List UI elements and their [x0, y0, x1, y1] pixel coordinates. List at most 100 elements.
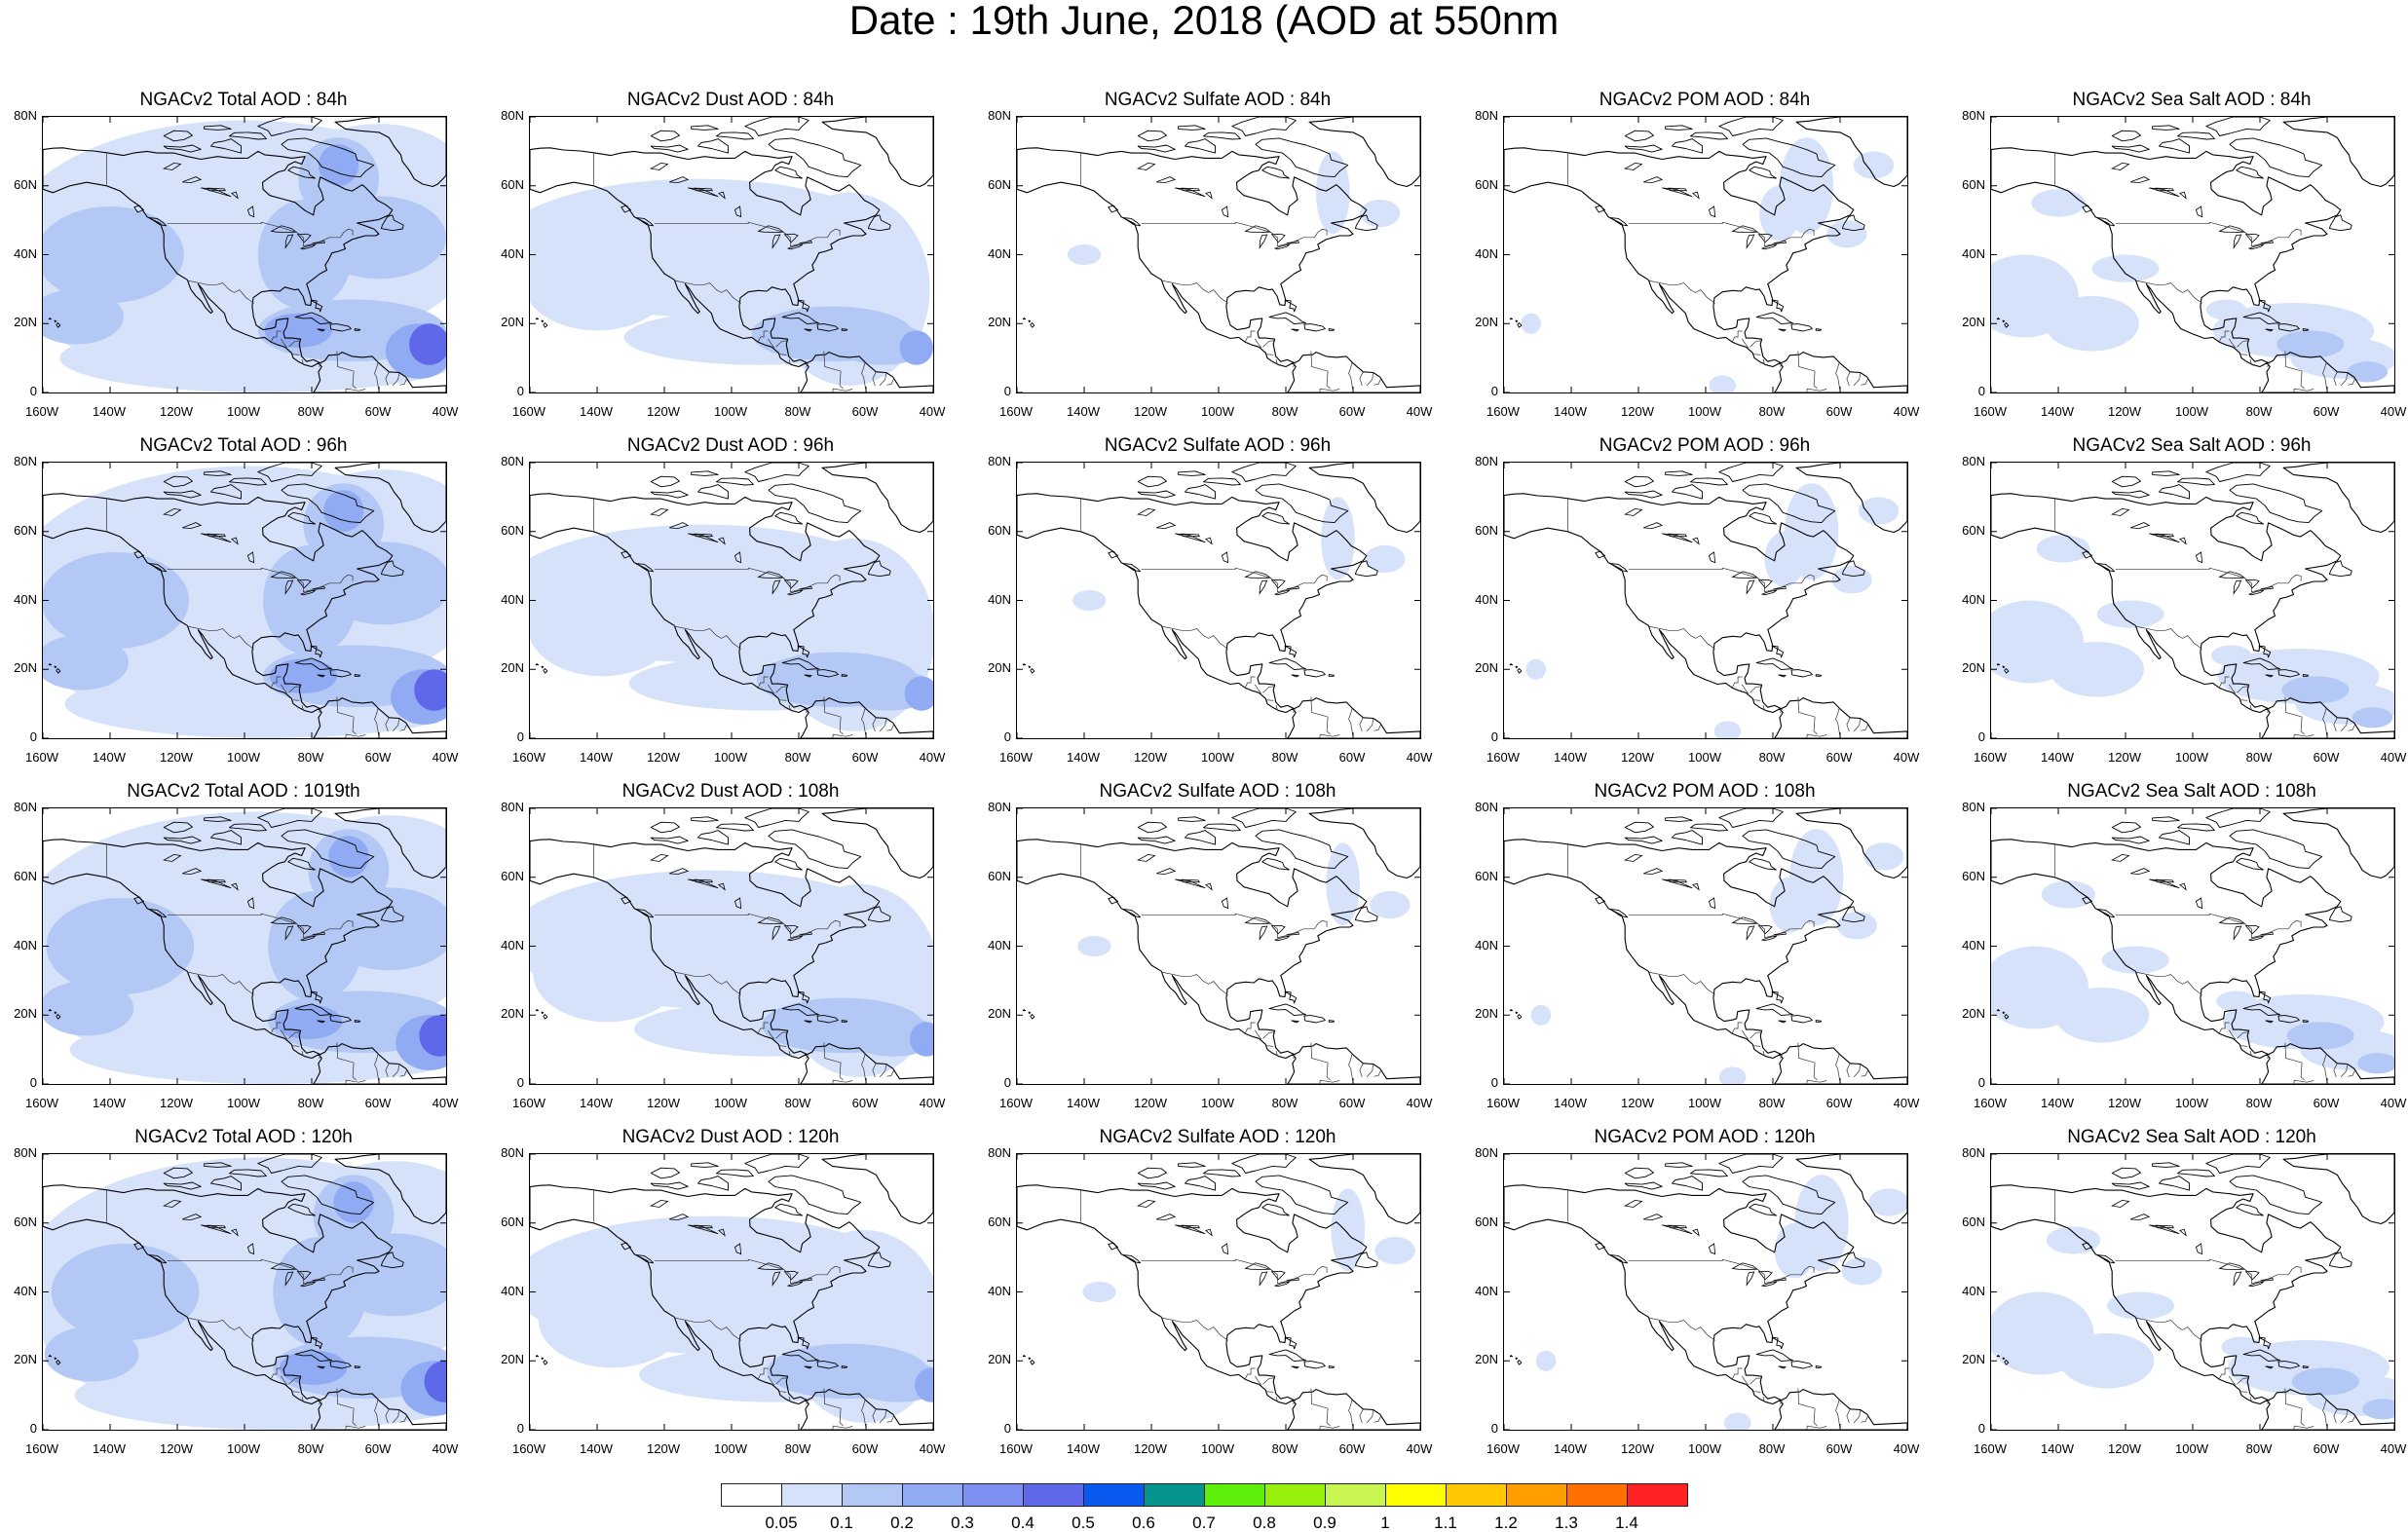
longitude-label: 100W — [1201, 750, 1234, 765]
coastline-island — [1137, 144, 1176, 153]
coastline-island — [2159, 830, 2190, 845]
political-border — [1366, 373, 1374, 387]
coastline-island — [317, 328, 325, 332]
political-border — [2333, 371, 2338, 387]
coastline-island — [1672, 138, 1703, 154]
lake-outline — [296, 1270, 312, 1281]
aod-map — [43, 808, 446, 1084]
lake-outline — [1708, 551, 1716, 564]
coastline-island — [1996, 663, 2001, 666]
political-border — [2229, 1029, 2237, 1040]
latitude-label: 60N — [1962, 176, 1985, 192]
coastline-island — [1178, 470, 1206, 476]
aod-region — [1774, 1222, 1816, 1279]
lake-outline — [231, 191, 239, 200]
coastline-island — [1022, 1009, 1027, 1012]
coastline-island — [1108, 1242, 1118, 1251]
longitude-label: 120W — [1621, 1096, 1654, 1110]
longitude-label: 120W — [1621, 750, 1654, 765]
aod-region — [909, 1022, 933, 1057]
political-border — [1255, 1375, 1262, 1386]
political-border — [832, 1079, 853, 1084]
longitude-label: 140W — [1067, 1096, 1100, 1110]
map-panel: NGACv2 Sulfate AOD : 120h 80N 60N 40N 20N 0 16… — [974, 1127, 1432, 1458]
latitude-label: 40N — [14, 937, 37, 953]
longitude-label: 80W — [297, 750, 324, 765]
aod-map — [1017, 463, 1420, 738]
political-border — [1319, 388, 1340, 392]
coastline-island — [2236, 1203, 2264, 1216]
coastline-island — [1185, 1176, 1216, 1191]
coastline-island — [1665, 1162, 1693, 1168]
coastline-island — [204, 470, 232, 476]
political-border — [319, 1054, 322, 1059]
aod-region — [2036, 535, 2090, 563]
coastline-island — [1203, 1169, 1241, 1177]
political-border — [186, 625, 254, 650]
coastline-island — [1178, 816, 1206, 822]
lake-outline — [1643, 522, 1664, 530]
coastline-island — [1255, 483, 1349, 524]
latitude-label: 0 — [29, 384, 37, 398]
coastline-greenland — [2282, 117, 2394, 188]
aod-region — [43, 288, 124, 345]
coastline-island — [1137, 490, 1176, 499]
longitude-label: 160W — [999, 750, 1033, 765]
political-border — [1731, 1367, 1743, 1380]
longitude-label: 60W — [1338, 750, 1366, 765]
map-frame — [1990, 116, 2395, 393]
political-border — [872, 1063, 877, 1078]
coastline-island — [1718, 463, 1784, 482]
political-border — [2267, 362, 2271, 367]
coastline-island — [2004, 322, 2010, 328]
longitude-label: 140W — [93, 1441, 126, 1456]
latitude-label: 80N — [1475, 108, 1498, 123]
map-frame — [529, 462, 934, 739]
coastline-island — [1609, 563, 1629, 573]
coastline-island — [1509, 1009, 1514, 1012]
aod-region — [43, 206, 184, 304]
page-title: Date : 19th June, 2018 (AOD at 550nm — [848, 0, 1560, 43]
political-border — [1310, 1388, 1331, 1427]
political-border — [757, 1367, 769, 1380]
coastline-island — [317, 674, 325, 678]
colorbar-label: 1 — [1380, 1513, 1390, 1532]
political-border — [832, 1425, 853, 1430]
political-border — [1628, 913, 1815, 939]
aod-region — [43, 980, 134, 1036]
coastline-island — [2082, 550, 2092, 559]
map-frame — [1990, 1153, 2395, 1431]
lake-outline — [231, 1228, 239, 1237]
coastline-island — [1690, 823, 1728, 832]
coastline-island — [354, 674, 361, 677]
political-border — [1742, 1029, 1750, 1040]
longitude-label: 100W — [714, 750, 747, 765]
latitude-label: 20N — [1962, 660, 1985, 676]
lake-outline — [162, 853, 182, 862]
lake-outline — [299, 589, 317, 596]
longitude-label: 120W — [160, 1096, 193, 1110]
latitude-label: 0 — [1003, 1075, 1011, 1090]
coastline-island — [2258, 299, 2272, 313]
coastline-island — [163, 130, 193, 142]
coastline-island — [650, 1181, 689, 1190]
longitude-label: 100W — [227, 1096, 260, 1110]
colorbar-swatch — [902, 1483, 963, 1507]
coastline-island — [2159, 1176, 2190, 1191]
latitude-label: 60N — [988, 1214, 1011, 1229]
political-border — [1762, 358, 1765, 365]
latitude-label: 80N — [14, 108, 37, 123]
aod-region — [1836, 912, 1877, 940]
aod-field — [530, 870, 933, 1077]
longitude-label: 80W — [1271, 1096, 1298, 1110]
coastline-island — [2328, 1252, 2352, 1269]
coastline-island — [867, 906, 891, 923]
political-border — [1244, 330, 1256, 343]
longitude-label: 160W — [1974, 750, 2007, 765]
coastline-island — [543, 1014, 548, 1020]
coastline-island — [1185, 484, 1216, 500]
aod-field — [1077, 842, 1411, 957]
aod-region — [1316, 151, 1350, 235]
coastline-island — [1690, 1169, 1728, 1177]
latitude-label: 40N — [14, 591, 37, 607]
